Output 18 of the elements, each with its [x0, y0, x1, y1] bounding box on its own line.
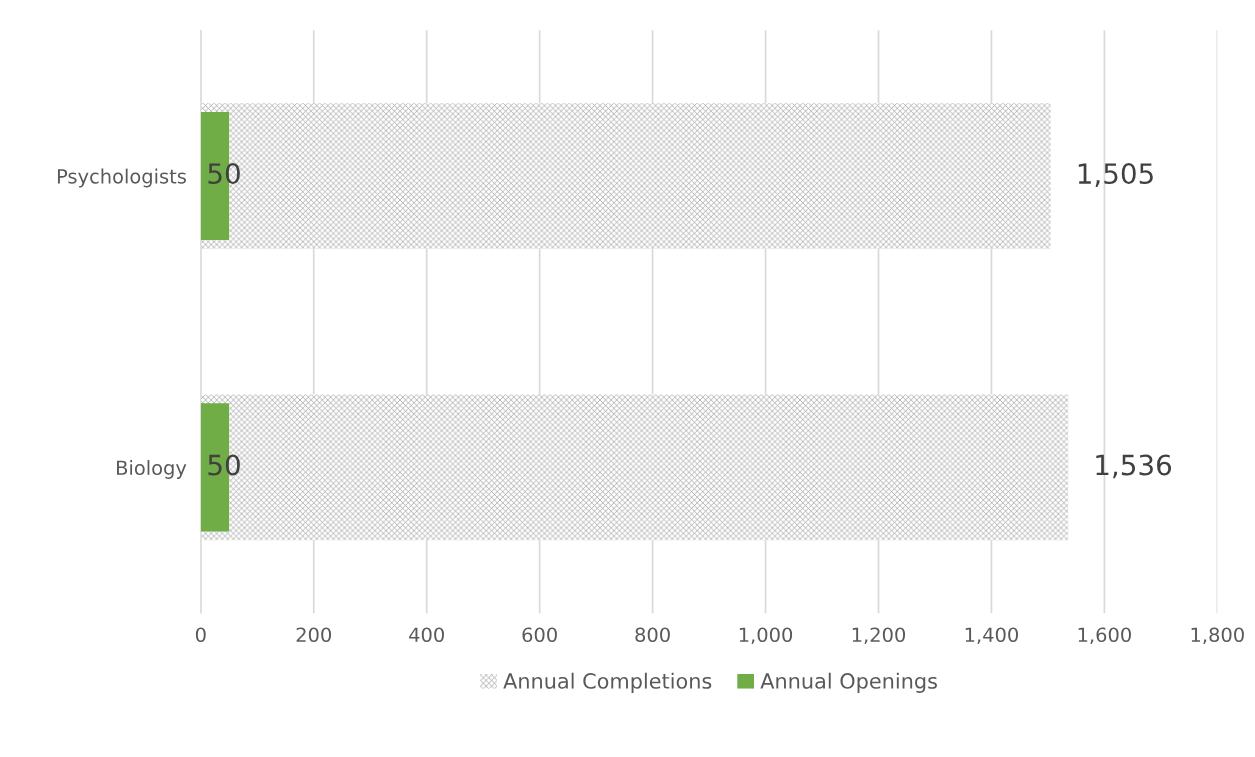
data-label: 1,536 [1096, 454, 1172, 479]
x-tick-label: 1,200 [852, 627, 906, 645]
data-label: 1,505 [1078, 163, 1153, 187]
x-tick-label: 400 [409, 627, 444, 643]
x-tick-label: 0 [195, 627, 206, 643]
legend-label: Annual Openings [760, 672, 937, 693]
y-tick-label: Psychologists [57, 168, 186, 188]
x-tick-label: 1,400 [965, 627, 1018, 645]
legend-label: Annual Completions [503, 672, 712, 693]
x-tick-label: 800 [635, 627, 670, 643]
x-tick-label: 1,000 [739, 627, 793, 645]
x-tick-label: 600 [522, 627, 557, 643]
bar [200, 103, 1051, 249]
bar [200, 394, 1069, 541]
y-tick-label: Biology [117, 460, 187, 479]
x-tick-label: 1,800 [1191, 627, 1244, 645]
x-tick-label: 1,600 [1078, 627, 1131, 645]
x-tick-label: 200 [296, 627, 332, 643]
